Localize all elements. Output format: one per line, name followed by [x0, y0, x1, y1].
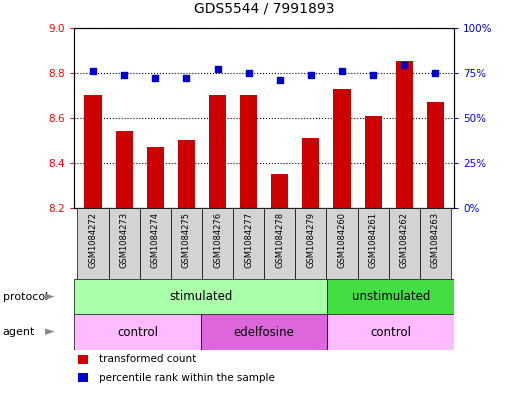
- Bar: [74, 314, 201, 350]
- Point: [369, 72, 377, 78]
- Point: [400, 62, 408, 69]
- Text: ►: ►: [46, 325, 55, 339]
- Bar: [427, 102, 444, 208]
- Text: GSM1084263: GSM1084263: [431, 212, 440, 268]
- Text: GSM1084261: GSM1084261: [369, 212, 378, 268]
- Bar: [396, 61, 413, 208]
- Bar: [302, 138, 320, 208]
- Text: GSM1084274: GSM1084274: [151, 212, 160, 268]
- Bar: [295, 208, 326, 279]
- Point: [213, 66, 222, 72]
- Text: GSM1084278: GSM1084278: [275, 212, 284, 268]
- Bar: [271, 174, 288, 208]
- Point: [182, 75, 190, 81]
- Text: GSM1084275: GSM1084275: [182, 212, 191, 268]
- Bar: [327, 279, 454, 314]
- Point: [307, 72, 315, 78]
- Bar: [115, 132, 133, 208]
- Bar: [209, 95, 226, 208]
- Text: GSM1084262: GSM1084262: [400, 212, 409, 268]
- Bar: [78, 373, 88, 382]
- Bar: [333, 88, 350, 208]
- Text: unstimulated: unstimulated: [351, 290, 430, 303]
- Text: percentile rank within the sample: percentile rank within the sample: [99, 373, 275, 383]
- Text: ►: ►: [46, 290, 55, 303]
- Bar: [326, 208, 358, 279]
- Bar: [178, 140, 195, 208]
- Bar: [202, 208, 233, 279]
- Bar: [78, 355, 88, 364]
- Bar: [420, 208, 451, 279]
- Text: control: control: [117, 325, 158, 339]
- Bar: [389, 208, 420, 279]
- Bar: [264, 208, 295, 279]
- Text: GSM1084272: GSM1084272: [89, 212, 97, 268]
- Point: [89, 68, 97, 74]
- Bar: [327, 314, 454, 350]
- Bar: [85, 95, 102, 208]
- Point: [275, 77, 284, 83]
- Point: [338, 68, 346, 74]
- Bar: [77, 208, 109, 279]
- Text: agent: agent: [3, 327, 35, 337]
- Text: GSM1084273: GSM1084273: [120, 212, 129, 268]
- Text: edelfosine: edelfosine: [234, 325, 294, 339]
- Bar: [240, 95, 257, 208]
- Bar: [365, 116, 382, 208]
- Text: GSM1084276: GSM1084276: [213, 212, 222, 268]
- Bar: [201, 314, 327, 350]
- Bar: [74, 279, 327, 314]
- Text: stimulated: stimulated: [169, 290, 232, 303]
- Bar: [233, 208, 264, 279]
- Bar: [109, 208, 140, 279]
- Point: [151, 75, 160, 81]
- Point: [431, 70, 440, 76]
- Text: GSM1084260: GSM1084260: [338, 212, 346, 268]
- Text: transformed count: transformed count: [99, 354, 196, 364]
- Text: protocol: protocol: [3, 292, 48, 302]
- Bar: [171, 208, 202, 279]
- Bar: [358, 208, 389, 279]
- Text: GDS5544 / 7991893: GDS5544 / 7991893: [194, 2, 334, 16]
- Bar: [147, 147, 164, 208]
- Text: GSM1084277: GSM1084277: [244, 212, 253, 268]
- Point: [120, 72, 128, 78]
- Text: control: control: [370, 325, 411, 339]
- Text: GSM1084279: GSM1084279: [306, 212, 315, 268]
- Point: [245, 70, 253, 76]
- Bar: [140, 208, 171, 279]
